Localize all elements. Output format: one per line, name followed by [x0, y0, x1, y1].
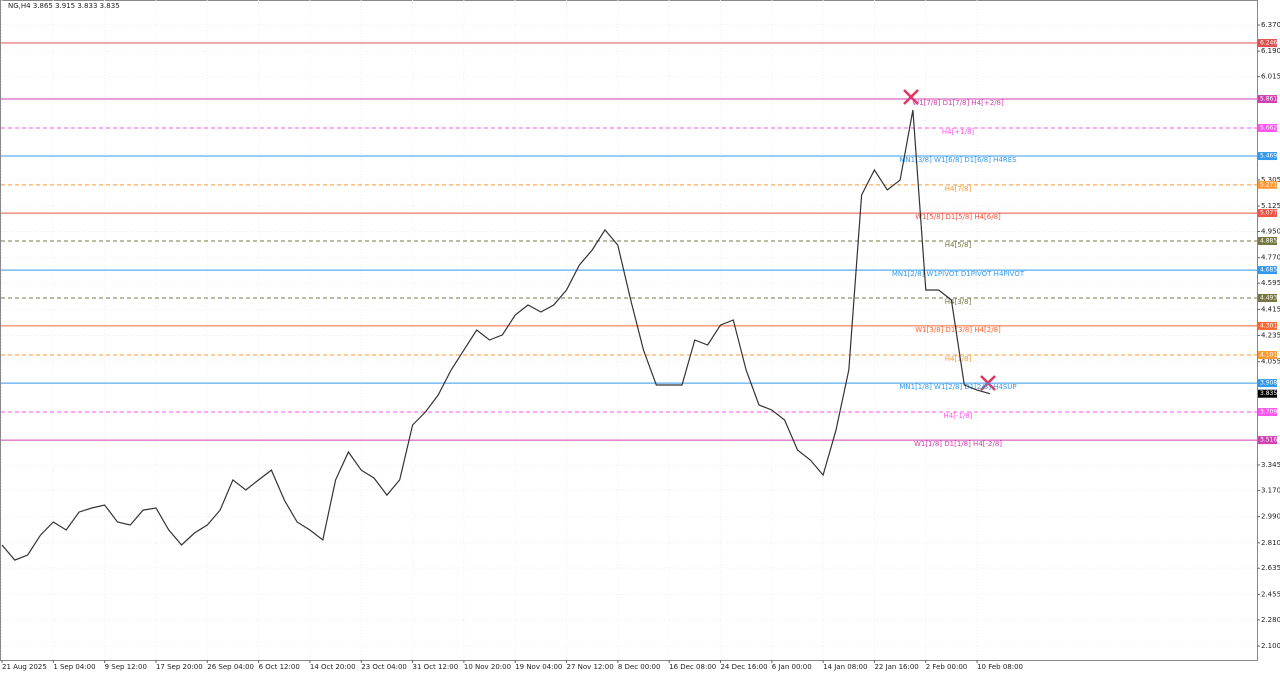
price-tag	[1258, 209, 1277, 218]
price-tag	[1258, 294, 1277, 303]
current-price-label: 3.835	[1260, 390, 1277, 397]
price-tag-label: 3.709	[1260, 409, 1277, 416]
x-tick-label: 21 Aug 2025	[2, 663, 47, 671]
level-label: H4[5/8]	[945, 241, 972, 249]
price-tag	[1258, 266, 1277, 275]
x-tick-label: 19 Nov 04:00	[515, 663, 562, 671]
y-tick-label: 4.950	[1261, 228, 1280, 236]
price-tag	[1258, 408, 1277, 417]
price-tag	[1258, 95, 1277, 104]
price-tag-label: 3.516	[1260, 437, 1277, 444]
price-tag	[1258, 321, 1277, 330]
y-tick-label: 5.305	[1261, 176, 1280, 184]
price-tag	[1258, 379, 1277, 388]
y-tick-label: 6.370	[1261, 21, 1280, 29]
y-tick-label: 4.595	[1261, 279, 1280, 287]
level-label: W1[3/8] D1[3/8] H4[2/8]	[915, 326, 1001, 334]
y-tick-label: 4.055	[1261, 358, 1280, 366]
level-label: H4[1/8]	[945, 355, 972, 363]
y-tick-label: 2.810	[1261, 539, 1280, 547]
x-tick-label: 16 Dec 08:00	[669, 663, 716, 671]
price-tag-label: 5.662	[1260, 124, 1277, 131]
level-label: W1[5/8] D1[5/8] H4[6/8]	[915, 213, 1001, 221]
y-tick-label: 4.770	[1261, 254, 1280, 262]
price-tag	[1258, 39, 1277, 48]
x-tick-label: 14 Jan 08:00	[823, 663, 867, 671]
x-tick-label: 23 Oct 04:00	[361, 663, 407, 671]
chart-title: NG,H4 3.865 3.915 3.833 3.835	[8, 2, 120, 10]
price-tag-label: 4.885	[1260, 237, 1277, 244]
price-tag	[1258, 123, 1277, 132]
y-tick-label: 3.345	[1261, 461, 1280, 469]
x-tick-label: 31 Oct 12:00	[413, 663, 459, 671]
price-tag	[1258, 236, 1277, 245]
price-tag	[1258, 152, 1277, 161]
y-tick-label: 2.100	[1261, 642, 1280, 650]
x-tick-label: 6 Jan 00:00	[772, 663, 812, 671]
x-tick-label: 6 Oct 12:00	[259, 663, 300, 671]
y-tick-label: 3.170	[1261, 486, 1280, 494]
x-tick-label: 2 Feb 00:00	[926, 663, 967, 671]
price-tag-label: 6.246	[1260, 40, 1277, 47]
level-label: H4[+1/8]	[942, 128, 975, 136]
price-tag	[1258, 180, 1277, 189]
price-tag-label: 5.469	[1260, 153, 1277, 160]
x-tick-label: 14 Oct 20:00	[310, 663, 356, 671]
y-tick-label: 4.235	[1261, 332, 1280, 340]
y-tick-label: 2.635	[1261, 564, 1280, 572]
y-tick-label: 2.990	[1261, 513, 1280, 521]
price-tag	[1258, 436, 1277, 445]
price-tag-label: 4.493	[1260, 295, 1277, 302]
current-price-tag	[1258, 389, 1277, 398]
price-tag-label: 5.077	[1260, 210, 1277, 217]
level-label: MN1[3/8] W1[6/8] D1[6/8] H4RES	[899, 156, 1017, 164]
x-tick-label: 9 Sep 12:00	[105, 663, 147, 671]
y-tick-label: 2.280	[1261, 616, 1280, 624]
y-tick-label: 2.455	[1261, 590, 1280, 598]
x-tick-label: 27 Nov 12:00	[567, 663, 614, 671]
price-tag	[1258, 351, 1277, 360]
level-label: H4[7/8]	[945, 185, 972, 193]
level-label: H4[3/8]	[945, 298, 972, 306]
price-tag-label: 4.685	[1260, 267, 1277, 274]
level-label: W1[1/8] D1[1/8] H4[-2/8]	[914, 440, 1002, 448]
price-tag-label: 4.301	[1260, 322, 1277, 329]
level-label: MN1[1/8] W1[2/8] D1[2/8] H4SUP	[899, 383, 1016, 391]
x-tick-label: 22 Jan 16:00	[874, 663, 918, 671]
y-tick-label: 6.190	[1261, 47, 1280, 55]
x-tick-label: 10 Nov 20:00	[464, 663, 511, 671]
level-label: H4[-1/8]	[944, 412, 973, 420]
x-tick-label: 26 Sep 04:00	[207, 663, 254, 671]
x-tick-label: 17 Sep 20:00	[156, 663, 203, 671]
x-tick-label: 10 Feb 08:00	[977, 663, 1023, 671]
y-tick-label: 5.125	[1261, 202, 1280, 210]
level-label: MN1[2/8] W1PIVOT D1PIVOT H4PIVOT	[892, 270, 1025, 278]
price-tag-label: 3.908	[1260, 380, 1277, 387]
y-tick-label: 4.415	[1261, 305, 1280, 313]
plot-frame	[0, 0, 1258, 661]
price-tag-label: 5.861	[1260, 96, 1277, 103]
price-tag-label: 5.271	[1260, 181, 1277, 188]
y-tick-label: 6.015	[1261, 73, 1280, 81]
price-line	[1, 109, 991, 561]
level-label: W1[7/8] D1[7/8] H4[+2/8]	[912, 99, 1004, 107]
x-tick-label: 1 Sep 04:00	[53, 663, 95, 671]
price-tag-label: 4.101	[1260, 352, 1277, 359]
x-tick-label: 8 Dec 00:00	[618, 663, 661, 671]
x-tick-label: 24 Dec 16:00	[720, 663, 767, 671]
